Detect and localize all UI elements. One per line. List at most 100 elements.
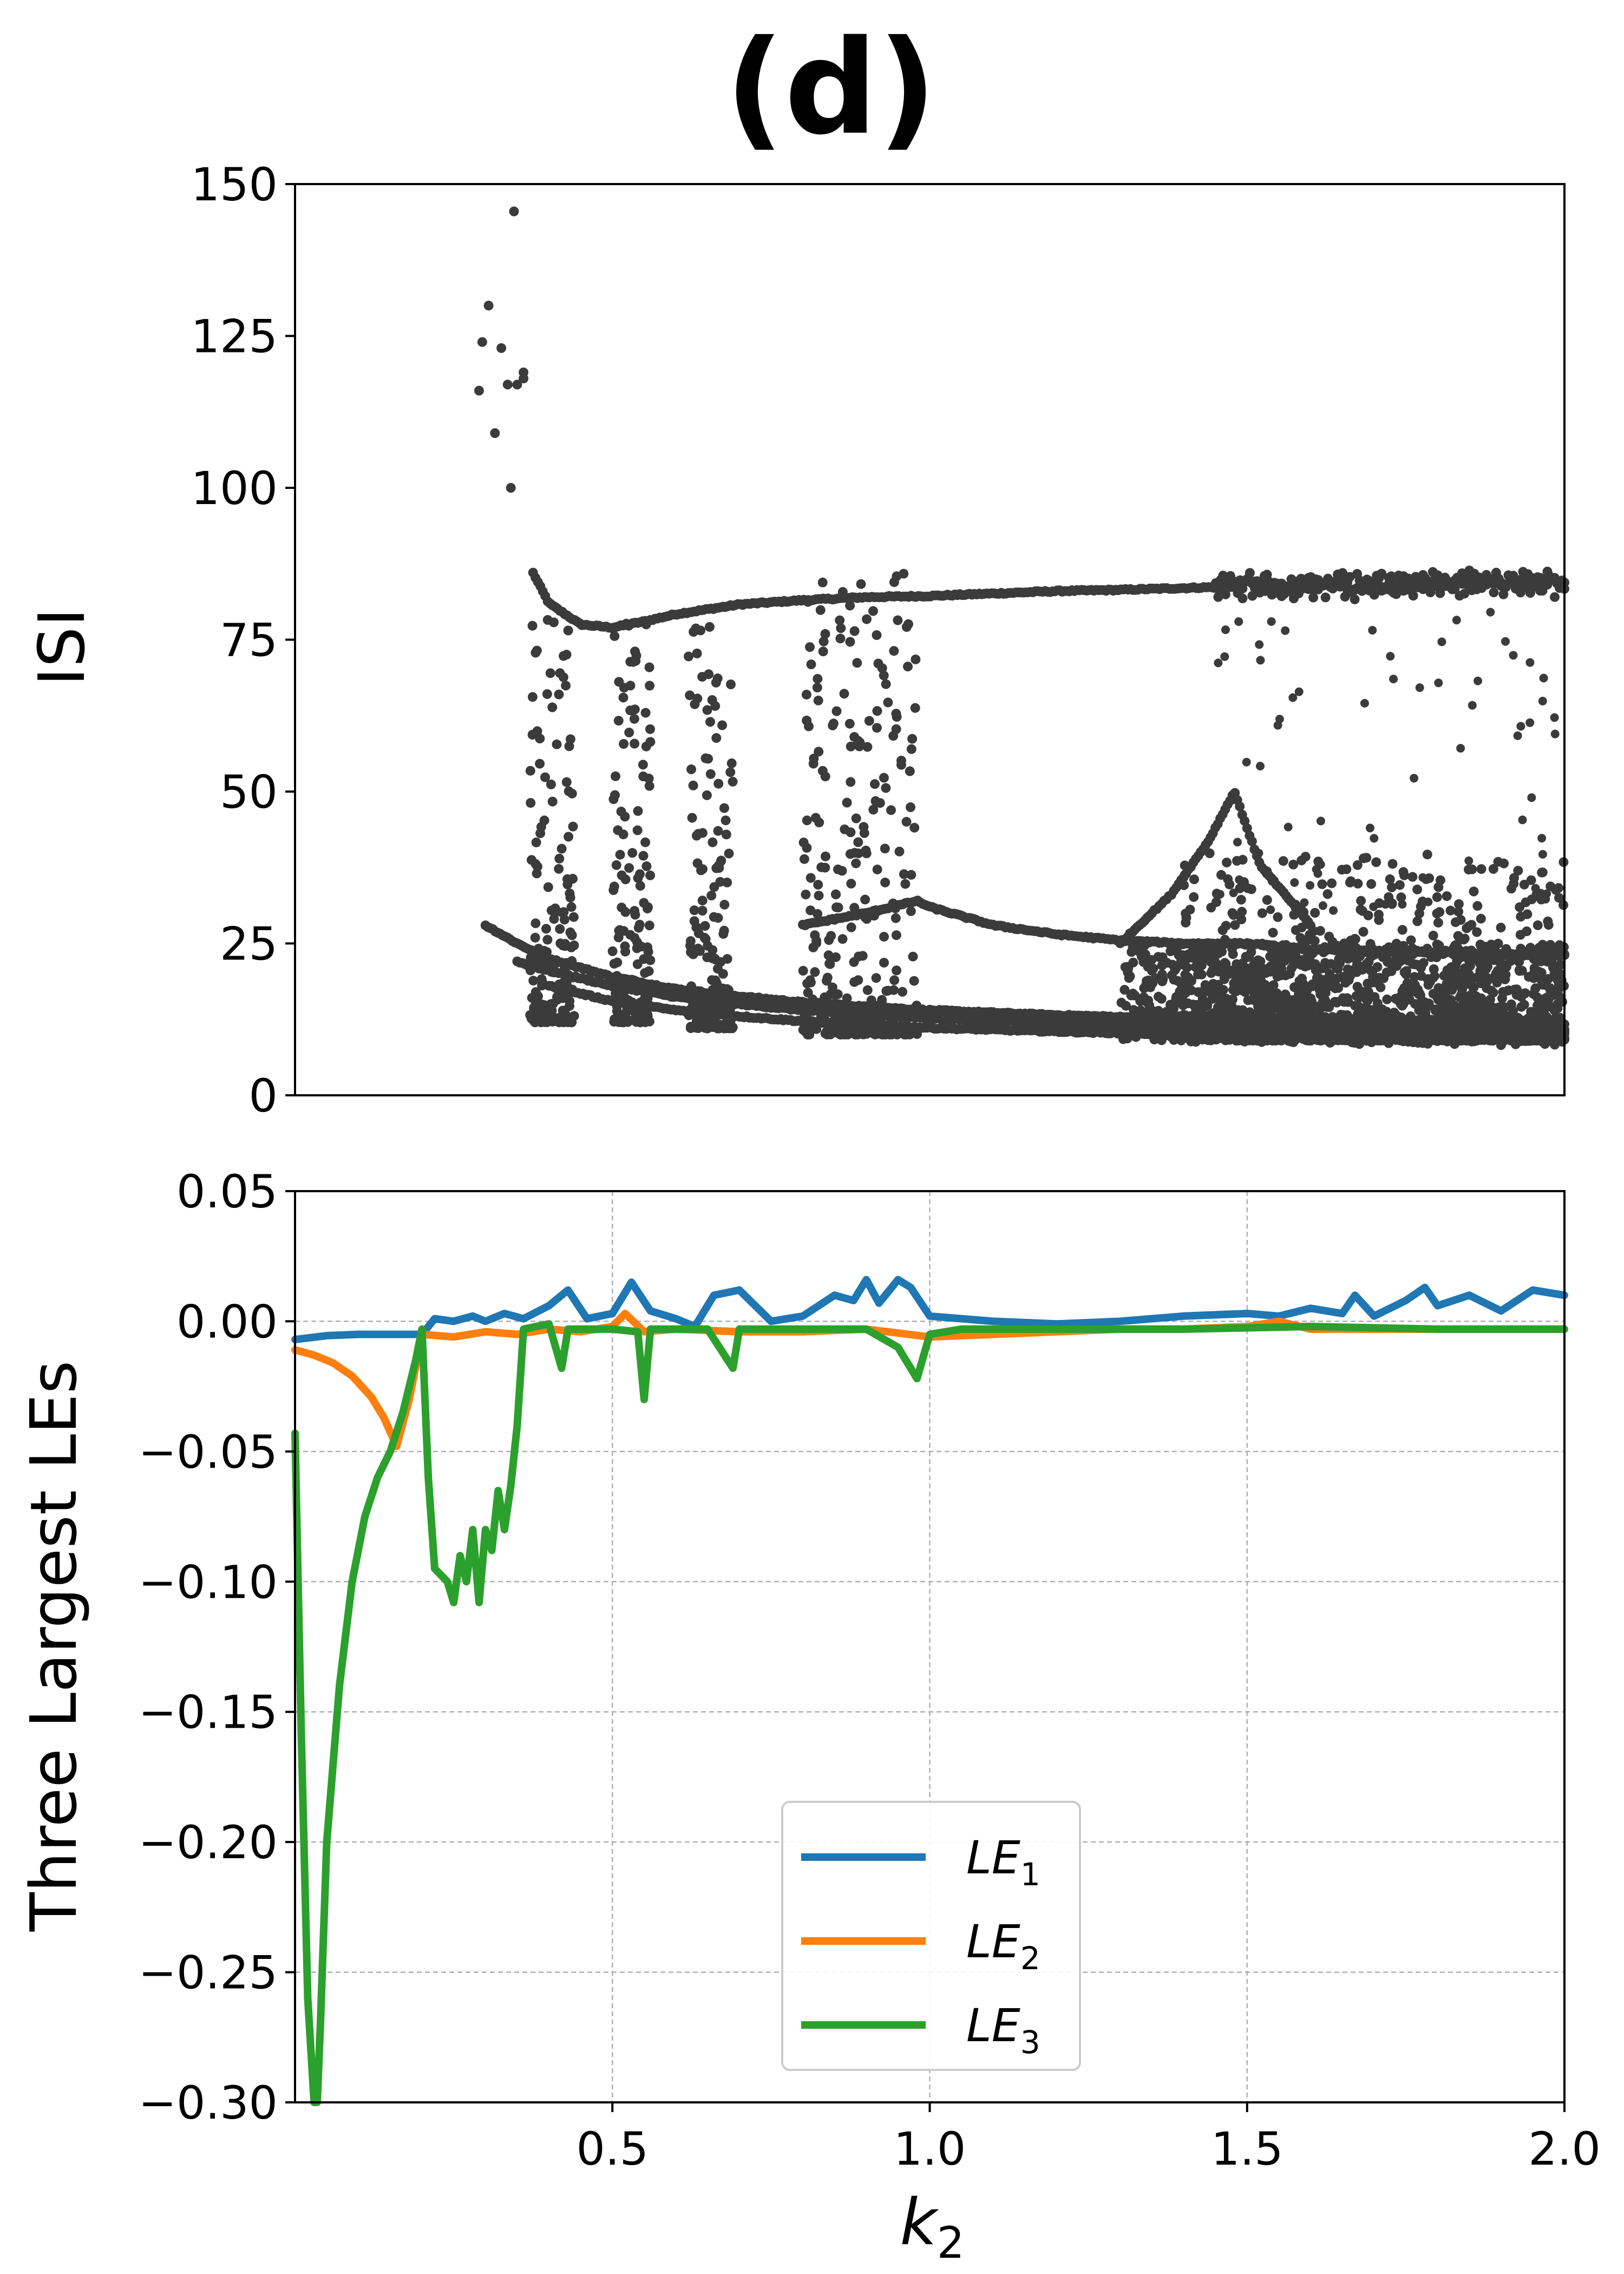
isi-point [909,822,920,833]
isi-point [821,851,830,861]
isi-point [1461,946,1471,956]
isi-point [532,954,542,964]
isi-point [1456,744,1465,753]
isi-point [1227,908,1237,918]
isi-point [835,633,846,644]
isi-point [707,695,717,705]
isi-point [717,720,728,730]
isi-point [1334,954,1344,964]
isi-point [1272,1016,1282,1027]
isi-point [1531,1034,1541,1044]
isi-point [1322,889,1333,899]
isi-point [1232,855,1242,866]
isi-point [898,986,907,997]
isi-point [694,1019,704,1029]
isi-point [1294,687,1304,696]
isi-point [1310,908,1320,918]
isi-point [1366,879,1377,889]
isi-point [1525,658,1535,667]
isi-point [1402,966,1412,976]
isi-point [1220,935,1230,945]
isi-point [705,717,715,727]
isi-point [1144,1023,1155,1033]
isi-point [886,902,896,912]
isi-point [1249,1030,1259,1040]
isi-point [818,636,829,646]
isi-point [706,891,717,900]
isi-point [638,760,648,770]
isi-point [1370,834,1379,843]
isi-point [568,912,579,922]
isi-point [860,894,870,905]
isi-point [718,969,728,979]
isi-point [1317,879,1327,890]
isi-point [1226,965,1236,976]
isi-point [1178,950,1188,960]
isi-point [1280,989,1291,999]
isi-point [828,718,839,729]
isi-point [1433,918,1443,928]
isi-point [911,654,921,664]
isi-point [831,706,842,716]
isi-point [547,796,558,807]
isi-point [869,911,879,921]
isi-point [631,985,641,996]
isi-point [1377,568,1387,579]
isi-point [1509,651,1518,660]
isi-point [1294,942,1304,952]
isi-point [552,739,562,749]
isi-point [1486,607,1495,617]
isi-point [643,994,653,1004]
isi-point [724,848,734,859]
isi-point [722,954,732,964]
isi-point [1464,856,1474,865]
isi-point [1231,981,1241,991]
isi-point [844,718,855,729]
isi-point [632,825,643,835]
isi-point [1424,998,1434,1009]
isi-point [1476,913,1486,924]
isi-point [1488,864,1498,874]
isi-point [1499,858,1509,868]
isi-point [845,637,855,647]
isi-point [846,879,856,889]
isi-point [812,682,822,692]
isi-point [1382,994,1392,1004]
isi-point [531,987,541,997]
isi-point [613,716,624,726]
isi-point [1492,1014,1502,1024]
isi-point [563,625,573,636]
isi-point [633,806,643,816]
isi-point [700,753,711,763]
isi-point [1452,616,1461,625]
isi-point [525,766,535,776]
isi-point [822,1002,833,1011]
isi-point [799,854,809,864]
isi-point [1215,947,1225,957]
isi-point [906,906,916,916]
isi-point [1303,1022,1313,1032]
isi-point [629,714,639,724]
isi-point [1245,1009,1254,1020]
isi-point [830,998,840,1008]
isi-point [1254,848,1263,858]
isi-point [808,942,818,952]
isi-point [881,679,891,689]
isi-point [711,733,722,743]
isi-point [559,965,569,975]
isi-point [728,776,738,787]
isi-point [1235,883,1245,893]
isi-point [1462,923,1472,933]
isi-point [536,822,546,832]
isi-point [811,1024,822,1034]
isi-point [618,829,628,840]
isi-point [635,869,645,879]
isi-point [689,985,699,996]
isi-point [1191,1004,1201,1015]
isi-point [645,724,655,734]
isi-point [704,669,714,679]
isi-point [1369,902,1378,911]
isi-point [849,957,859,967]
isi-point [1244,952,1254,962]
isi-point [864,716,874,726]
